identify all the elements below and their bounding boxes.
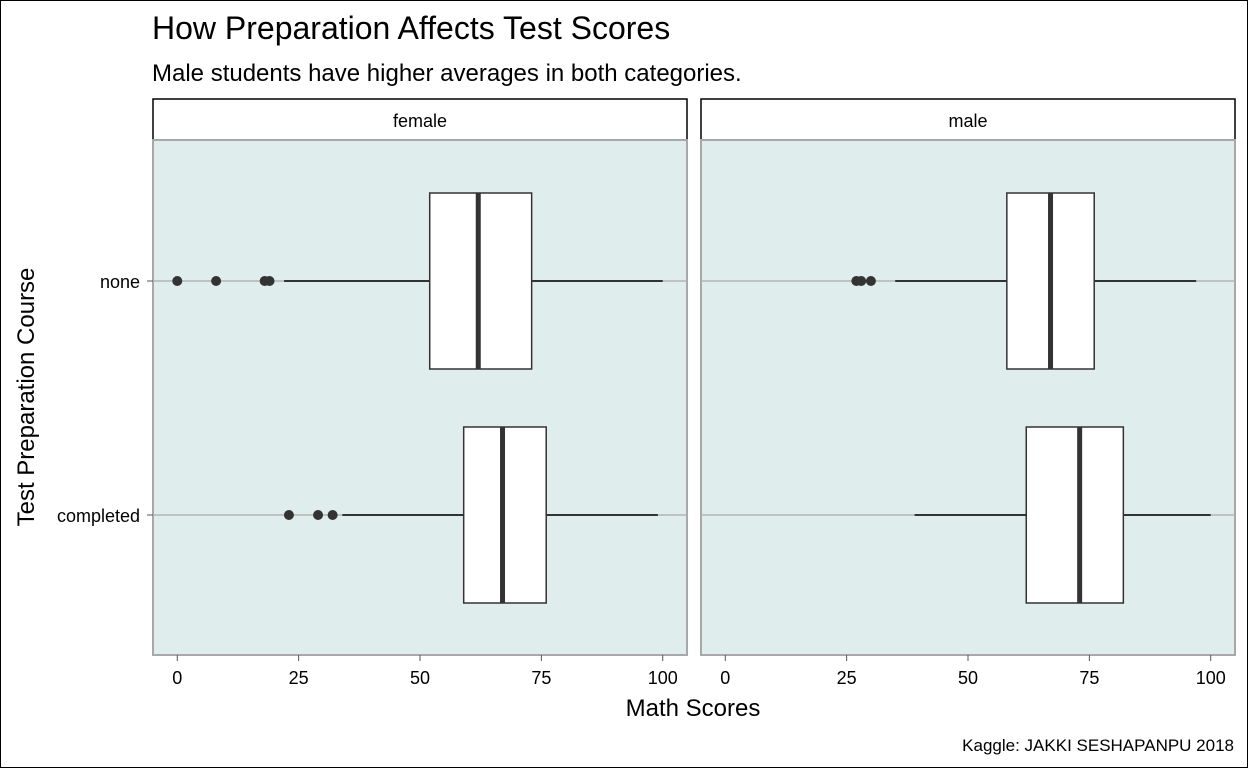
chart-subtitle: Male students have higher averages in bo… (152, 60, 742, 87)
facet-panel-male: male 0 25 50 75 100 (700, 98, 1236, 688)
outlier-point (283, 510, 294, 520)
x-tick-label: 25 (837, 668, 857, 688)
x-tick-label: 50 (410, 668, 430, 688)
box-female-none (172, 192, 663, 370)
y-axis-label: Test Preparation Course (13, 268, 40, 527)
box-female-completed (283, 426, 658, 604)
outlier-point (865, 276, 876, 286)
x-tick-label: 50 (958, 668, 978, 688)
chart-caption: Kaggle: JAKKI SESHAPANPU 2018 (962, 736, 1234, 755)
box-male-none (851, 192, 1197, 370)
outlier-point (264, 276, 275, 286)
x-tick-label: 0 (720, 668, 730, 688)
facet-label: male (948, 111, 987, 131)
x-tick-label: 100 (1196, 668, 1226, 688)
outlier-point (856, 276, 867, 286)
facet-strip (152, 98, 688, 141)
outlier-point (313, 510, 324, 520)
y-tick-labels: none completed (57, 272, 153, 526)
x-tick-label: 75 (1079, 668, 1099, 688)
y-tick-label: completed (57, 506, 140, 526)
panel-background (700, 139, 1236, 656)
panel-background (152, 139, 688, 656)
x-tick-label: 100 (648, 668, 678, 688)
x-tick-label: 0 (172, 668, 182, 688)
outlier-point (211, 276, 222, 286)
y-tick-label: none (100, 272, 140, 292)
x-tick-label: 25 (289, 668, 309, 688)
x-tick-label: 75 (531, 668, 551, 688)
iqr-box (1025, 426, 1125, 604)
facet-label: female (393, 111, 447, 131)
outlier-point (172, 276, 183, 286)
x-axis-label: Math Scores (626, 695, 761, 722)
facet-panels: female 0 25 50 75 100 male 0 25 50 75 100 (152, 98, 1236, 688)
box-male-completed (914, 426, 1211, 604)
facet-panel-female: female 0 25 50 75 100 (152, 98, 688, 688)
facet-strip (700, 98, 1236, 141)
chart-title: How Preparation Affects Test Scores (152, 10, 670, 46)
outlier-point (327, 510, 338, 520)
